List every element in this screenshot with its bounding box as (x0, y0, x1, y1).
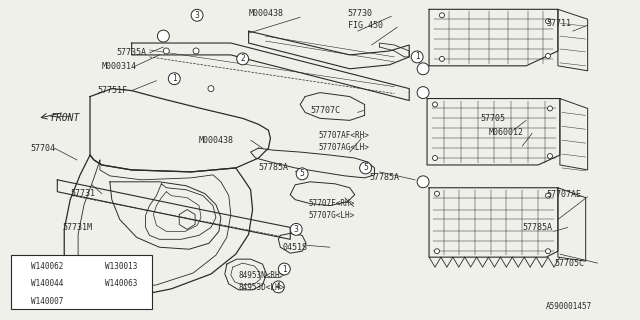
Text: 2: 2 (19, 281, 23, 287)
Circle shape (433, 102, 438, 107)
Text: 57711: 57711 (546, 19, 571, 28)
Text: M060012: M060012 (488, 128, 524, 137)
Text: M000438: M000438 (248, 9, 284, 18)
Circle shape (417, 176, 429, 188)
Circle shape (435, 249, 440, 254)
Circle shape (291, 223, 302, 235)
Text: 57707F<RH>: 57707F<RH> (308, 199, 355, 208)
Circle shape (15, 279, 26, 289)
Text: M000438: M000438 (199, 136, 234, 145)
Text: 57730: 57730 (348, 9, 372, 18)
Text: 57707G<LH>: 57707G<LH> (308, 211, 355, 220)
Text: 5: 5 (93, 263, 97, 269)
Text: W140063: W140063 (105, 279, 137, 288)
Text: 57707AF<RH>: 57707AF<RH> (318, 131, 369, 140)
Circle shape (435, 191, 440, 196)
Circle shape (193, 48, 199, 54)
Circle shape (15, 297, 26, 307)
Text: 57705C: 57705C (554, 259, 584, 268)
Circle shape (237, 53, 248, 65)
Text: 5: 5 (363, 164, 368, 172)
Text: 84953N<RH>: 84953N<RH> (239, 271, 285, 281)
Text: 4: 4 (276, 282, 281, 292)
Text: W140044: W140044 (31, 279, 63, 288)
Circle shape (296, 168, 308, 180)
Circle shape (278, 263, 291, 275)
Circle shape (163, 48, 170, 54)
Circle shape (90, 279, 100, 289)
Text: 3: 3 (195, 11, 200, 20)
Text: FRONT: FRONT (51, 113, 80, 124)
Text: 2: 2 (240, 54, 245, 63)
Text: FIG.450: FIG.450 (348, 21, 383, 30)
Text: 57735A: 57735A (116, 48, 147, 57)
Text: 57707AE: 57707AE (546, 190, 581, 199)
Circle shape (360, 162, 372, 174)
Text: 57751F: 57751F (97, 86, 127, 95)
Text: 1: 1 (282, 265, 287, 274)
Text: 57704: 57704 (31, 144, 56, 153)
Circle shape (412, 51, 423, 63)
Circle shape (191, 9, 203, 21)
Circle shape (433, 156, 438, 161)
Text: 57707AG<LH>: 57707AG<LH> (318, 143, 369, 152)
Text: 0451S: 0451S (282, 243, 307, 252)
Circle shape (545, 53, 550, 58)
Circle shape (440, 56, 444, 61)
Text: W130013: W130013 (105, 261, 137, 271)
Circle shape (208, 86, 214, 92)
Text: M000314: M000314 (102, 62, 137, 71)
Text: W140062: W140062 (31, 261, 63, 271)
Text: 57785A: 57785A (259, 164, 289, 172)
Text: 57731M: 57731M (62, 223, 92, 232)
Text: 3: 3 (294, 225, 299, 234)
Circle shape (15, 261, 26, 271)
Circle shape (90, 261, 100, 271)
Text: 57705: 57705 (481, 114, 506, 123)
Text: 1: 1 (19, 299, 23, 305)
Circle shape (273, 281, 284, 293)
Circle shape (417, 63, 429, 75)
Text: 57785A: 57785A (522, 223, 552, 232)
Text: A590001457: A590001457 (546, 302, 592, 311)
Circle shape (168, 73, 180, 85)
Text: W140007: W140007 (31, 297, 63, 306)
Text: 5: 5 (300, 169, 305, 178)
Circle shape (545, 249, 550, 254)
Text: 3: 3 (19, 263, 23, 269)
Circle shape (417, 87, 429, 99)
Text: 4: 4 (93, 281, 97, 287)
Text: 57731: 57731 (70, 189, 95, 198)
Text: 57785A: 57785A (369, 173, 399, 182)
Circle shape (547, 154, 552, 158)
Bar (11, 255, 152, 309)
Circle shape (547, 106, 552, 111)
Text: 57707C: 57707C (310, 106, 340, 115)
Text: 84953D<LH>: 84953D<LH> (239, 284, 285, 292)
Circle shape (157, 30, 170, 42)
Text: 1: 1 (415, 52, 420, 61)
Text: 1: 1 (172, 74, 177, 83)
Circle shape (545, 193, 550, 198)
Circle shape (545, 19, 550, 24)
Circle shape (440, 13, 444, 18)
